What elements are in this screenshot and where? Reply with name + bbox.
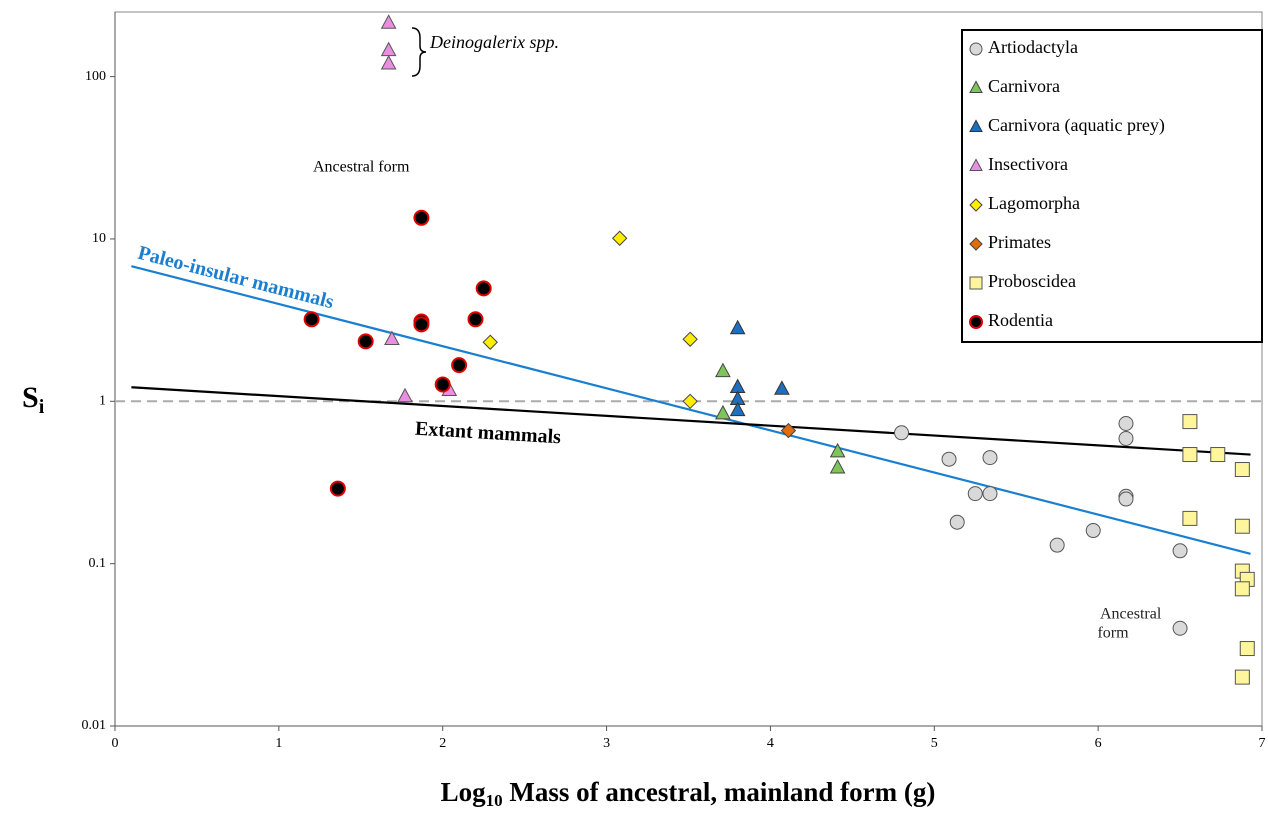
point: [451, 357, 468, 374]
x-tick-label: 2: [439, 736, 446, 751]
point: [941, 451, 957, 467]
y-label-main: S: [22, 381, 39, 414]
point: [780, 422, 797, 439]
point: [1182, 447, 1198, 463]
trend-line: [131, 265, 1251, 555]
point: [380, 54, 397, 70]
point: [1234, 518, 1250, 534]
point: [949, 514, 965, 530]
legend-marker: [969, 198, 983, 212]
point: [413, 316, 430, 333]
point: [682, 393, 698, 410]
y-axis-label: Si: [22, 381, 45, 418]
point: [303, 311, 320, 328]
trend-label: Extant mammals: [414, 418, 561, 449]
point: [611, 230, 628, 246]
point: [380, 14, 397, 29]
x-label-sub: 10: [486, 791, 503, 810]
point: [413, 209, 430, 226]
point: [1182, 510, 1198, 526]
legend-marker: [969, 42, 983, 56]
point: [1182, 414, 1198, 430]
point: [682, 331, 698, 347]
point: [729, 319, 746, 335]
x-label-post: Mass of ancestral, mainland form (g): [503, 777, 936, 807]
legend-box: [961, 29, 1263, 343]
x-tick-label: 6: [1095, 736, 1102, 751]
y-label-sub: i: [39, 396, 45, 418]
legend-label: Carnivora: [988, 76, 1060, 96]
legend-label: Insectivora: [988, 154, 1068, 174]
point: [729, 401, 746, 417]
annotation: form: [1097, 625, 1129, 642]
point: [1172, 620, 1188, 636]
annotation: Ancestral form: [313, 159, 410, 176]
legend-label: Rodentia: [988, 310, 1053, 330]
y-tick-label: 10: [92, 231, 106, 246]
legend-label: Lagomorpha: [988, 193, 1080, 213]
legend-marker: [969, 158, 983, 171]
x-tick-label: 5: [931, 736, 938, 751]
x-tick-label: 1: [275, 736, 282, 751]
brace: [411, 27, 427, 77]
point: [467, 311, 484, 328]
point: [1118, 431, 1134, 447]
point: [357, 333, 374, 350]
point: [1239, 641, 1255, 657]
point: [329, 480, 346, 497]
legend-marker: [969, 315, 983, 329]
legend-marker: [969, 80, 983, 93]
point: [482, 334, 498, 350]
x-tick-label: 7: [1259, 736, 1266, 751]
x-tick-label: 3: [603, 736, 610, 751]
legend-label: Artiodactyla: [988, 37, 1078, 57]
x-axis-label: Log10 Mass of ancestral, mainland form (…: [441, 777, 936, 810]
y-tick-label: 100: [85, 69, 106, 84]
y-tick-label: 0.01: [82, 718, 107, 733]
legend-marker: [969, 237, 983, 251]
point: [1049, 537, 1065, 553]
point: [1118, 491, 1134, 507]
x-tick-label: 0: [112, 736, 119, 751]
legend-label: Carnivora (aquatic prey): [988, 115, 1165, 136]
point: [1234, 669, 1250, 685]
y-tick-label: 0.1: [89, 556, 107, 571]
point: [1210, 447, 1226, 463]
point: [1118, 415, 1134, 431]
point: [774, 380, 790, 395]
x-tick-label: 4: [767, 736, 774, 751]
point: [397, 387, 413, 403]
point: [475, 280, 492, 297]
point: [829, 458, 846, 474]
legend-marker: [969, 276, 983, 290]
point: [715, 362, 731, 378]
point: [1234, 462, 1250, 478]
legend-marker: [969, 119, 983, 132]
legend-label: Primates: [988, 232, 1051, 252]
point: [715, 404, 731, 420]
point: [982, 450, 998, 466]
x-label-pre: Log: [441, 777, 487, 807]
point: [380, 41, 397, 57]
point: [1172, 543, 1188, 559]
point: [829, 442, 846, 458]
point: [1234, 581, 1250, 597]
point: [894, 425, 910, 441]
point: [434, 376, 451, 393]
y-tick-label: 1: [99, 394, 106, 409]
point: [1085, 523, 1101, 539]
annotation: Ancestral: [1100, 606, 1162, 623]
point: [982, 486, 998, 502]
annotation: Deinogalerix spp.: [429, 32, 559, 52]
trend-label: Paleo-insular mammals: [136, 242, 337, 313]
legend-label: Proboscidea: [988, 271, 1076, 291]
trend-line: [131, 386, 1251, 456]
point: [384, 330, 400, 346]
point: [967, 486, 983, 502]
